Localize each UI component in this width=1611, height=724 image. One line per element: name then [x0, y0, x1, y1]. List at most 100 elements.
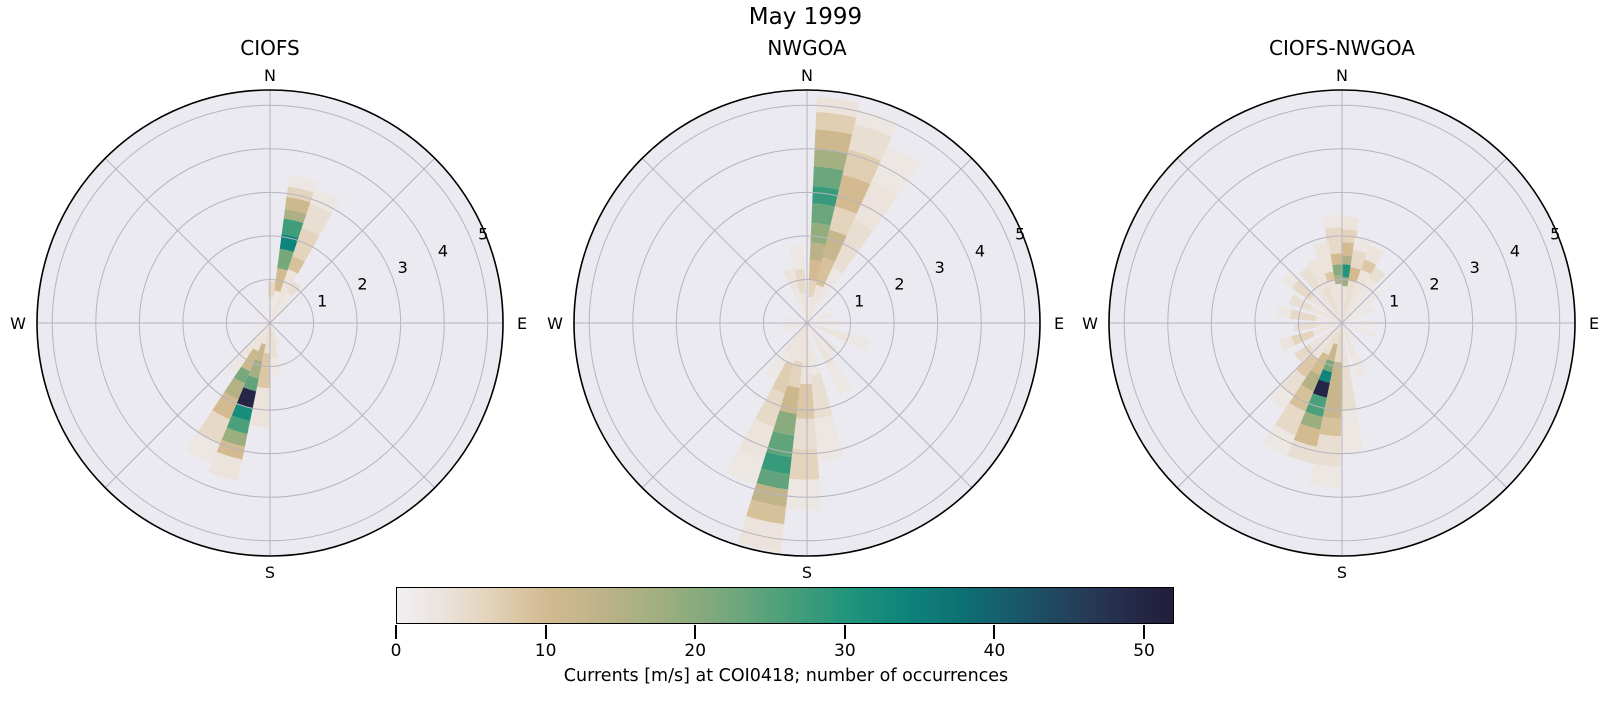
rose-petal-segment [1342, 277, 1377, 323]
rose-petal-segment [1352, 236, 1372, 254]
rose-petal-segment [1289, 309, 1317, 321]
rose-petal-segment [842, 149, 882, 185]
rose-petal-segment [1289, 384, 1314, 412]
rose-petal-segment [1315, 316, 1342, 323]
rose-petal-segment [249, 387, 270, 428]
rose-plot-ciofs-nwgoa: 1 2 3 4 5 N S E W [1082, 66, 1599, 582]
rose-petal-segment [248, 359, 263, 379]
rose-petal-segment [242, 323, 270, 356]
colorbar-tick-label: 10 [534, 641, 557, 661]
rose-petal-segment [808, 259, 822, 281]
figure-suptitle: May 1999 [748, 4, 863, 30]
rose-petal-segment [1342, 288, 1382, 323]
colorbar-tick-mark [1143, 625, 1146, 639]
rose-petal-segment [270, 292, 293, 323]
rose-petal-segment [809, 242, 826, 262]
rose-petal-segment [243, 375, 259, 392]
angular-gridline [104, 157, 271, 324]
rose-petal-segment [1342, 323, 1359, 346]
cardinal-label-e: E [1589, 314, 1599, 333]
rose-petal-segment [786, 323, 807, 334]
colorbar-tick-label: 0 [390, 641, 402, 661]
rose-petal-segment [1309, 305, 1342, 323]
rose-petal-segment [785, 478, 822, 511]
rose-petal-segment [1274, 402, 1306, 436]
radial-tick-label: 3 [935, 258, 945, 277]
rose-petal-segment [816, 257, 835, 288]
radial-tick-label: 3 [398, 258, 408, 277]
rose-petal-segment [270, 269, 298, 323]
subplot-title-ciofs: CIOFS [240, 36, 300, 60]
cardinal-label-e: E [1054, 314, 1064, 333]
rose-petal-segment [255, 343, 266, 362]
rose-petal-segment [789, 448, 820, 480]
rose-petal-segment [813, 148, 848, 171]
rose-petal-segment [259, 307, 270, 323]
rose-petal-segment [263, 323, 270, 354]
colorbar-tick-mark [993, 625, 996, 639]
rose-petal-segment [807, 267, 843, 323]
rose-petal-segment [1360, 259, 1377, 275]
rose-petal-segment [1305, 393, 1327, 417]
rose-petal-segment [808, 279, 818, 298]
radial-tick-label: 2 [894, 275, 904, 294]
rose-petal-segment [807, 323, 821, 376]
rose-petal-segment [826, 362, 853, 395]
colorbar-container [396, 587, 1176, 624]
rose-petal-segment [287, 175, 318, 193]
rose-petal-segment [1310, 352, 1329, 376]
rose-petal-segment [807, 311, 833, 323]
cardinal-label-s: S [1337, 563, 1347, 582]
cardinal-label-w: W [10, 314, 26, 333]
angular-gridline [806, 322, 973, 489]
rose-petal-segment [755, 388, 785, 427]
rose-petal-segment [221, 427, 248, 447]
rose-petal-segment [812, 185, 840, 207]
radial-tick-label: 5 [1015, 225, 1025, 244]
rose-petal-segment [287, 256, 305, 274]
rose-petal-segment [761, 451, 792, 475]
rose-petal-segment [1322, 214, 1343, 229]
rose-plot-nwgoa: 1 2 3 4 5 N S E W [547, 66, 1064, 582]
rose-petal-segment [1318, 369, 1333, 383]
radial-tick-label: 1 [317, 291, 327, 310]
rose-petal-segment [1312, 323, 1342, 337]
rose-petal-segment [772, 410, 797, 436]
rose-petal-segment [286, 186, 314, 203]
rose-petal-segment [1280, 369, 1306, 396]
rose-petal-segment [848, 123, 892, 161]
rose-petal-segment [1306, 257, 1329, 290]
rose-petal-segment [829, 206, 857, 236]
rose-petal-segment [1333, 323, 1342, 345]
rose-petal-segment [784, 323, 807, 354]
radial-tick-label: 5 [478, 225, 488, 244]
cardinal-label-w: W [547, 314, 563, 333]
rose-petal-segment [854, 109, 899, 137]
rose-petal-segment [1364, 245, 1384, 265]
radial-tick-label: 2 [357, 275, 367, 294]
polar-spine [1108, 89, 1576, 557]
radial-tick-label: 1 [1389, 291, 1399, 310]
rose-petal-segment [1348, 267, 1361, 282]
rose-petal-segment [756, 468, 790, 490]
rose-petal-segment [1319, 416, 1342, 437]
rose-petal-segment [846, 333, 871, 352]
rose-petal-segment [792, 289, 807, 323]
rose-petal-segment [212, 392, 239, 420]
rose-petal-segment [1301, 370, 1321, 392]
rose-petal-segment [872, 144, 921, 196]
angular-gridline [806, 157, 973, 324]
rose-petal-segment [1342, 305, 1375, 323]
rose-petal-segment [310, 188, 340, 214]
rose-petal-segment [253, 323, 270, 331]
rose-petal-segment [241, 348, 259, 372]
rose-petal-segment [253, 323, 270, 352]
colorbar-tick-mark [544, 625, 547, 639]
angular-gridline [1341, 157, 1508, 324]
rose-petal-segment [807, 296, 814, 323]
rose-petal-segment [725, 449, 764, 485]
rose-petal-segment [261, 323, 270, 345]
colorbar-tick-label: 40 [983, 641, 1006, 661]
polar-spine [573, 89, 1041, 557]
rose-petal-segment [1368, 266, 1386, 284]
